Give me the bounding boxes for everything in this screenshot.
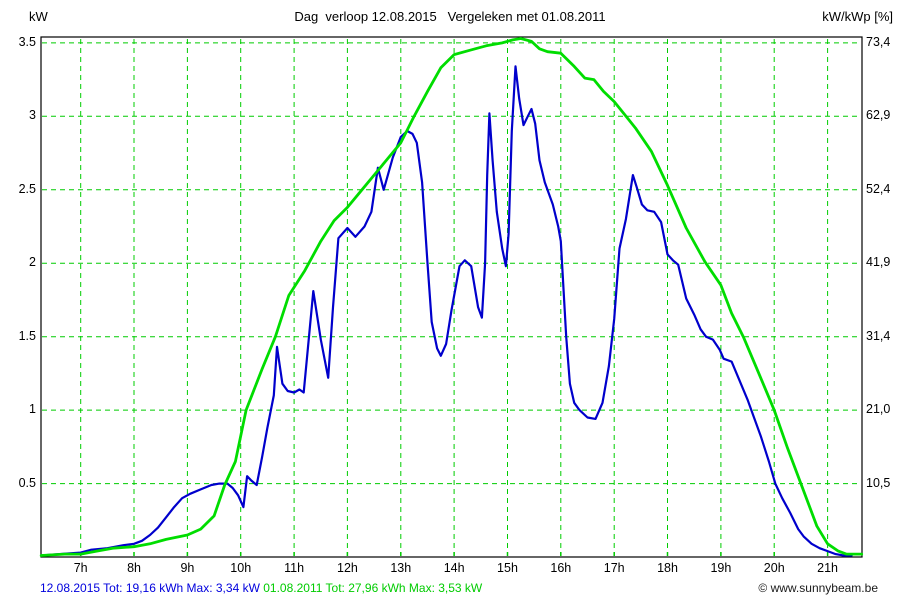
x-axis-tick-label: 12h [337, 561, 358, 575]
x-axis-tick-label: 8h [127, 561, 141, 575]
y-axis-left-tick-label: 2 [29, 255, 36, 270]
y-axis-right-tick-label: 21,0 [866, 402, 891, 417]
x-axis-tick-label: 9h [180, 561, 195, 575]
x-axis-tick-label: 10h [230, 561, 252, 575]
y-axis-left-unit-label: kW [29, 9, 48, 24]
series-line-1 [40, 65, 853, 557]
y-axis-left-tick-label: 3.5 [18, 34, 36, 49]
y-axis-right-tick-label: 41,9 [866, 255, 891, 270]
plot-border [40, 36, 863, 558]
x-axis-tick-label: 11h [284, 561, 305, 575]
y-axis-left-tick-label: 0.5 [18, 475, 36, 490]
footer-legend: 12.08.2015 Tot: 19,16 kWh Max: 3,34 kW 0… [40, 581, 482, 595]
chart-title: Dag verloop 12.08.2015 Vergeleken met 01… [294, 9, 606, 24]
y-axis-left-tick-label: 2.5 [18, 181, 36, 196]
x-axis-tick-label: 19h [710, 561, 732, 575]
x-axis-tick-label: 15h [497, 561, 518, 575]
x-axis-tick-label: 13h [390, 561, 412, 575]
footer-series1-stats: 12.08.2015 Tot: 19,16 kWh Max: 3,34 kW [40, 581, 260, 595]
copyright-label: © www.sunnybeam.be [758, 581, 878, 595]
y-axis-right-tick-label: 73,4 [866, 34, 891, 49]
y-axis-right-unit-label: kW/kWp [%] [822, 9, 893, 24]
x-axis-tick-label: 21h [817, 561, 838, 575]
x-axis-tick-label: 16h [550, 561, 572, 575]
y-axis-right-tick-label: 62,9 [866, 108, 891, 123]
y-axis-left-tick-label: 3 [29, 108, 36, 123]
x-axis-tick-label: 7h [73, 561, 88, 575]
y-axis-left-tick-label: 1 [29, 402, 36, 417]
y-axis-right-tick-label: 10,5 [866, 475, 891, 490]
x-axis-tick-label: 17h [603, 561, 625, 575]
footer-series2-stats: 01.08.2011 Tot: 27,96 kWh Max: 3,53 kW [263, 581, 483, 595]
y-axis-right-tick-label: 52,4 [866, 181, 891, 196]
x-axis-tick-label: 20h [763, 561, 785, 575]
x-axis-tick-label: 14h [443, 561, 465, 575]
series-line-2 [39, 37, 864, 557]
x-axis-tick-label: 18h [657, 561, 678, 575]
y-axis-right-tick-label: 31,4 [866, 328, 891, 343]
y-axis-left-tick-label: 1.5 [18, 328, 36, 343]
